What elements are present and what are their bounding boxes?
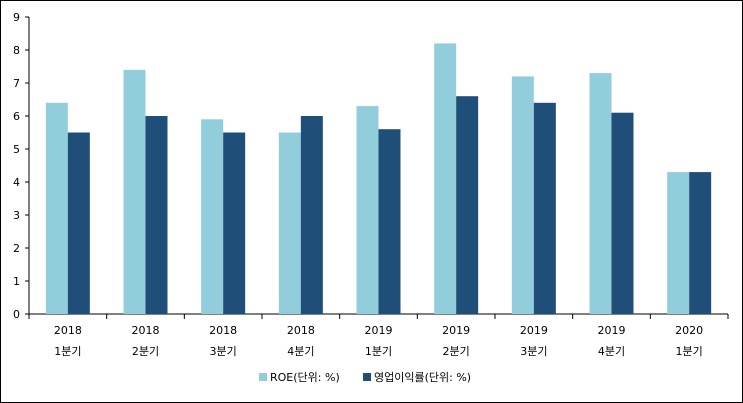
bar-operating-margin (145, 116, 168, 314)
x-tick-label-year: 2020 (675, 324, 703, 337)
bar-roe (589, 73, 612, 314)
y-tick-label: 6 (13, 110, 20, 123)
x-tick-label-year: 2019 (520, 324, 548, 337)
bar-operating-margin (456, 96, 479, 314)
x-tick-label-quarter: 3분기 (210, 345, 237, 358)
y-tick-label: 8 (13, 44, 20, 57)
x-tick-label-year: 2019 (598, 324, 626, 337)
x-tick-label-quarter: 1분기 (365, 345, 392, 358)
bar-roe (434, 43, 457, 315)
x-tick-label-quarter: 4분기 (598, 345, 625, 358)
bar-roe (45, 102, 68, 314)
bar-operating-margin (378, 129, 401, 314)
bar-operating-margin (611, 112, 634, 314)
legend-swatch (363, 373, 371, 381)
bar-operating-margin (533, 102, 556, 314)
x-tick-label-year: 2019 (365, 324, 393, 337)
y-tick-label: 3 (13, 209, 20, 222)
x-tick-label-quarter: 1분기 (54, 345, 81, 358)
legend-swatch (259, 373, 267, 381)
bar-operating-margin (300, 116, 323, 314)
bar-operating-margin (67, 132, 90, 314)
y-tick-label: 4 (13, 176, 20, 189)
x-tick-label-quarter: 3분기 (520, 345, 547, 358)
labels: 2018 1분기 2018 2분기 2018 3분기 2018 4분기 2019 1분기 2019 2… (54, 324, 703, 358)
x-tick-label-quarter: 1분기 (676, 345, 703, 358)
bar-roe (123, 69, 146, 314)
legend-entry: ROE(단위: %) (270, 371, 340, 384)
bar-roe (511, 76, 534, 315)
y-tick-label: 0 (13, 308, 20, 321)
legend-entry: 영업이익률(단위: %) (374, 371, 471, 384)
x-tick-label-quarter: 2분기 (443, 345, 470, 358)
y-tick-label: 1 (13, 275, 20, 288)
x-tick-label-year: 2018 (209, 324, 237, 337)
x-tick-label-quarter: 4분기 (287, 345, 314, 358)
y-tick-label: 5 (13, 143, 20, 156)
y-tick-label: 2 (13, 242, 20, 255)
bar-roe (278, 132, 301, 314)
bar-roe (201, 119, 224, 314)
bars (45, 43, 712, 315)
bar-roe (667, 172, 690, 314)
y-tick-label: 9 (13, 11, 20, 24)
x-tick-label-quarter: 2분기 (132, 345, 159, 358)
bar-operating-margin (223, 132, 246, 314)
x-tick-label-year: 2018 (132, 324, 160, 337)
y-tick-label: 7 (13, 77, 20, 90)
bar-roe (356, 106, 379, 314)
x-tick-label-year: 2019 (442, 324, 470, 337)
x-tick-label-year: 2018 (287, 324, 315, 337)
legend: ROE(단위: %) 영업이익률(단위: %) (259, 371, 471, 384)
bar-operating-margin (689, 172, 712, 314)
x-tick-label-year: 2018 (54, 324, 82, 337)
